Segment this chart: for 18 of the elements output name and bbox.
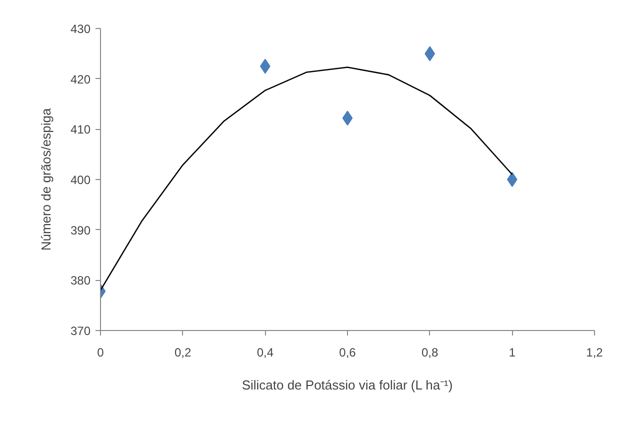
x-tick-label: 1,2	[586, 346, 604, 360]
x-axis-title: Silicato de Potássio via foliar (L ha⁻¹)	[242, 378, 453, 392]
y-tick-label: 380	[70, 274, 91, 288]
x-tick-label: 0,4	[256, 346, 274, 360]
y-tick-label: 370	[70, 324, 91, 338]
x-tick-label: 0,6	[339, 346, 356, 360]
y-axis-title: Número de grãos/espiga	[38, 108, 54, 251]
y-tick-label: 390	[70, 223, 91, 238]
point	[507, 172, 518, 187]
y-tick-label: 410	[70, 122, 91, 137]
x-tick-label: 1	[508, 346, 516, 360]
x-tick-label: 0,8	[421, 346, 438, 360]
point	[342, 110, 353, 126]
y-tick-label: 400	[70, 173, 91, 187]
y-tick-label: 420	[70, 72, 91, 86]
y-tick-label: 430	[70, 22, 91, 36]
x-tick-label: 0,2	[174, 346, 192, 360]
x-tick-label: 0	[97, 346, 104, 360]
